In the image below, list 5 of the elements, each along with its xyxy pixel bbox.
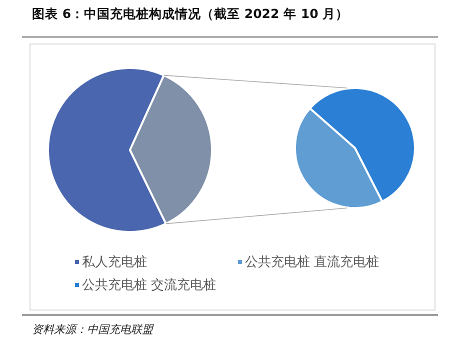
legend-label: 私人充电桩 xyxy=(82,255,147,270)
legend-label: 公共充电桩 直流充电桩 xyxy=(245,254,380,270)
chart-title: 图表 6：中国充电桩构成情况（截至 2022 年 10 月） xyxy=(32,6,349,21)
legend-label: 公共充电桩 交流充电桩 xyxy=(82,277,216,293)
text: 资料来源：中国充电联盟 xyxy=(32,323,154,336)
